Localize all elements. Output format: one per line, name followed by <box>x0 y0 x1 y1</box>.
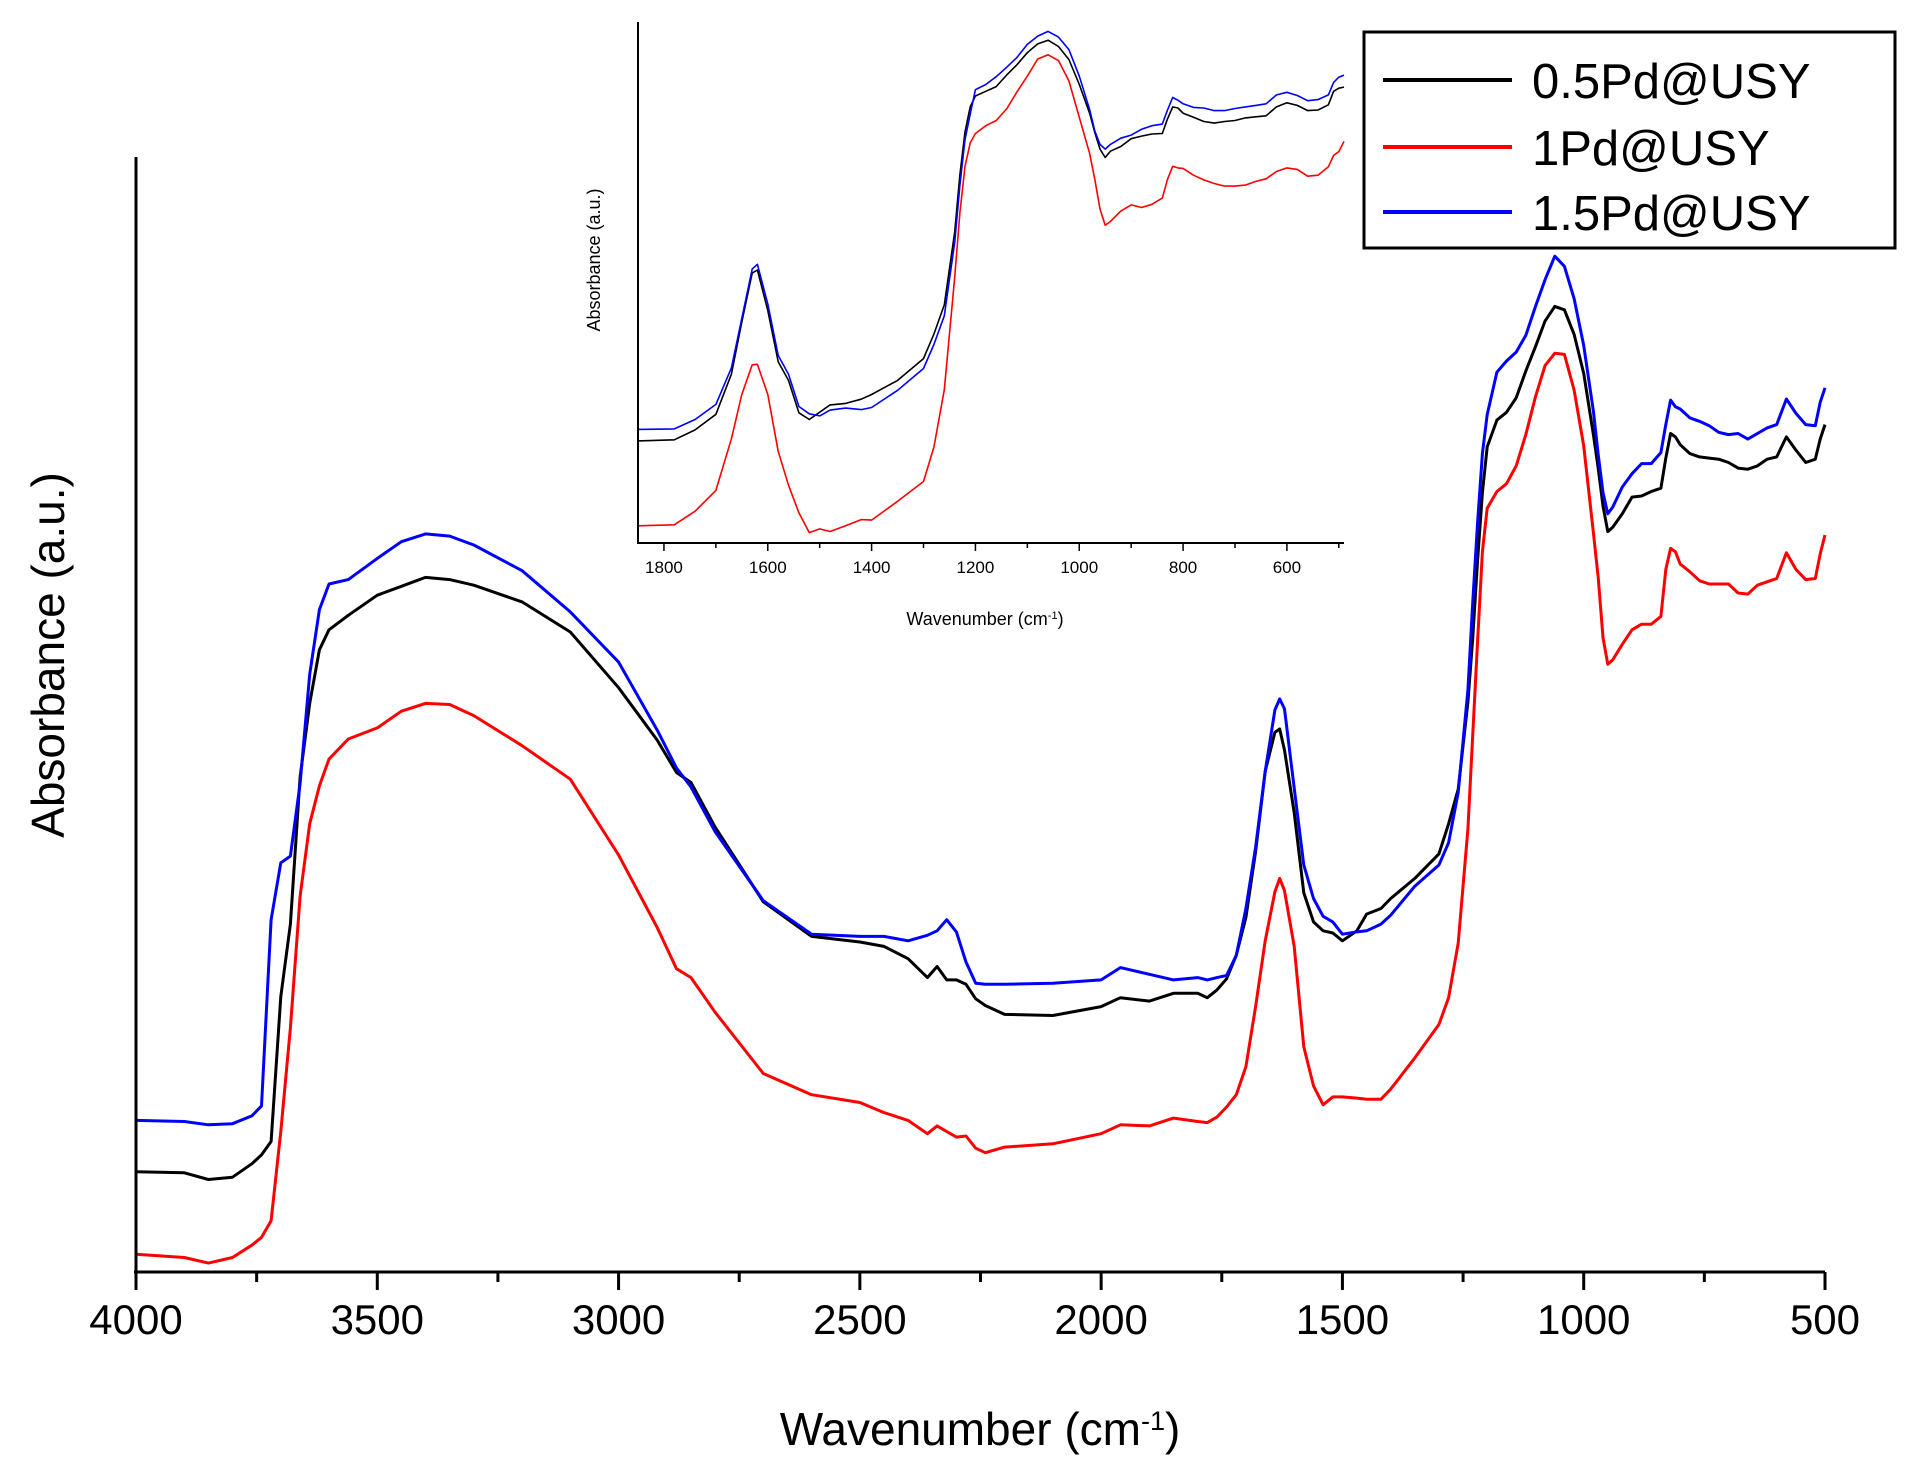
legend-label-0: 0.5Pd@USY <box>1532 55 1811 109</box>
inset-x-tick-label: 1800 <box>645 558 683 577</box>
main-y-axis-label: Absorbance (a.u.) <box>22 472 74 838</box>
main-x-tick-label: 3000 <box>572 1296 665 1343</box>
main-x-tick-label: 2500 <box>813 1296 906 1343</box>
main-x-tick-label: 1000 <box>1537 1296 1630 1343</box>
inset-x-tick-label: 800 <box>1169 558 1197 577</box>
inset-x-axis-label-text: Wavenumber (cm <box>906 609 1047 629</box>
legend-label-2: 1.5Pd@USY <box>1532 187 1811 241</box>
main-x-tick-label: 2000 <box>1054 1296 1147 1343</box>
inset-x-ticks: 1800 1600 1400 1200 1000 800 600 <box>645 543 1340 577</box>
main-x-axis-label-text: Wavenumber (cm <box>780 1403 1141 1455</box>
inset-series-line-0 <box>637 39 1345 442</box>
main-series-group <box>135 254 1827 1265</box>
main-x-tick-label: 4000 <box>89 1296 182 1343</box>
inset-x-tick-label: 1200 <box>957 558 995 577</box>
main-x-axis-label-sup: -1 <box>1141 1406 1165 1436</box>
inset-series-line-1 <box>637 54 1345 534</box>
legend-label-1: 1Pd@USY <box>1532 122 1770 176</box>
main-x-tick-label: 3500 <box>331 1296 424 1343</box>
inset-x-axis-label: Wavenumber (cm-1) <box>906 609 1063 629</box>
inset-x-axis-label-sup: -1 <box>1048 610 1058 622</box>
main-x-ticks: 4000 3500 3000 2500 2000 1500 1000 500 <box>89 1272 1860 1343</box>
inset-x-axis-label-close: ) <box>1058 609 1064 629</box>
main-series-line-1 <box>135 351 1827 1265</box>
main-x-tick-label: 1500 <box>1296 1296 1389 1343</box>
inset-series-group <box>637 30 1345 534</box>
inset-x-tick-label: 1000 <box>1060 558 1098 577</box>
inset-series-line-2 <box>637 30 1345 431</box>
main-series-line-2 <box>135 254 1827 1127</box>
inset-x-tick-label: 600 <box>1273 558 1301 577</box>
inset-plot: 1800 1600 1400 1200 1000 800 600 Wavenumber (c… <box>584 22 1345 629</box>
inset-x-tick-label: 1600 <box>749 558 787 577</box>
inset-y-axis-label: Absorbance (a.u.) <box>584 188 604 331</box>
main-series-line-0 <box>135 304 1827 1181</box>
main-plot: 4000 3500 3000 2500 2000 1500 1000 500 Wavenumb… <box>22 157 1860 1455</box>
legend: 0.5Pd@USY 1Pd@USY 1.5Pd@USY <box>1362 30 1897 250</box>
main-x-axis-label: Wavenumber (cm-1) <box>780 1403 1181 1455</box>
inset-x-tick-label: 1400 <box>853 558 891 577</box>
main-x-tick-label: 500 <box>1790 1296 1860 1343</box>
main-x-axis-label-close: ) <box>1165 1403 1180 1455</box>
